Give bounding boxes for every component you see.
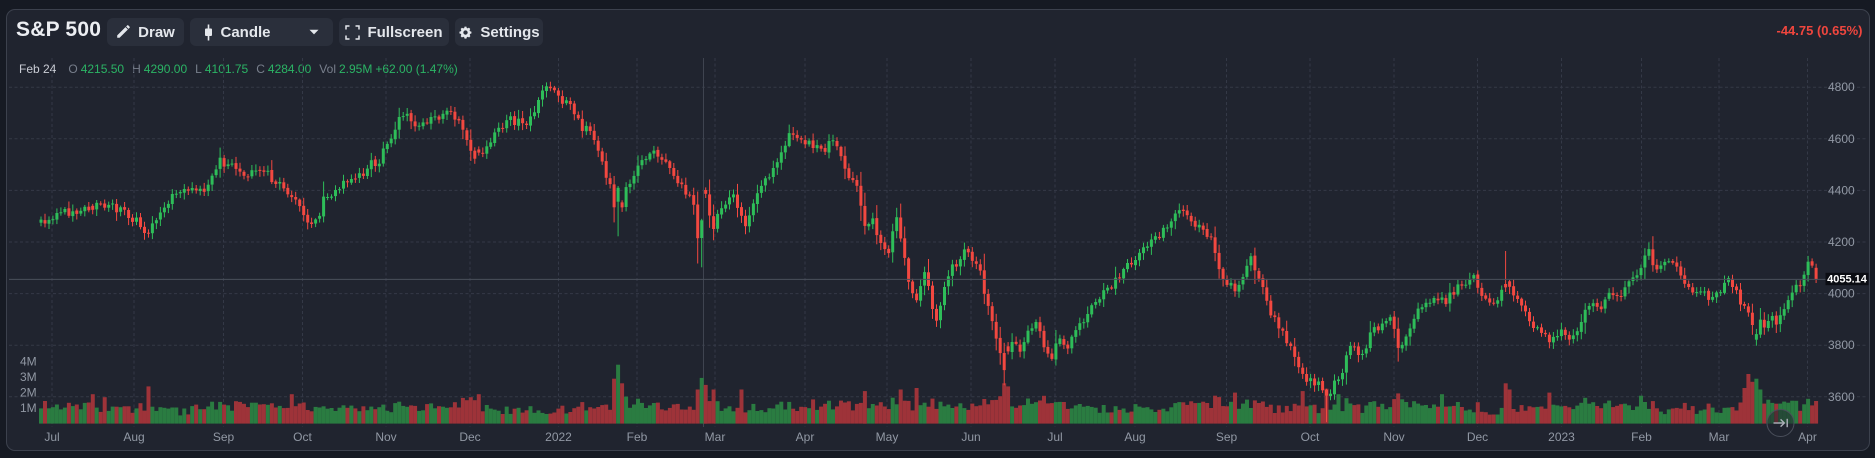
svg-text:4000: 4000	[1828, 287, 1855, 301]
svg-text:Oct: Oct	[293, 430, 312, 444]
svg-text:Dec: Dec	[459, 430, 480, 444]
svg-text:Aug: Aug	[123, 430, 144, 444]
svg-text:3M: 3M	[20, 370, 37, 384]
svg-text:Mar: Mar	[705, 430, 726, 444]
svg-text:Apr: Apr	[796, 430, 815, 444]
svg-text:Sep: Sep	[213, 430, 235, 444]
svg-text:May: May	[876, 430, 899, 444]
svg-text:Mar: Mar	[1709, 430, 1730, 444]
svg-text:Jul: Jul	[1047, 430, 1062, 444]
svg-text:4055.14: 4055.14	[1827, 273, 1868, 285]
svg-text:2022: 2022	[545, 430, 572, 444]
svg-text:4400: 4400	[1828, 183, 1855, 197]
svg-text:Nov: Nov	[1383, 430, 1404, 444]
svg-text:Oct: Oct	[1301, 430, 1320, 444]
svg-text:Aug: Aug	[1124, 430, 1145, 444]
svg-text:Sep: Sep	[1216, 430, 1238, 444]
svg-text:Jun: Jun	[961, 430, 980, 444]
svg-text:2023: 2023	[1548, 430, 1575, 444]
svg-text:Feb: Feb	[1631, 430, 1652, 444]
svg-text:Nov: Nov	[375, 430, 396, 444]
svg-text:Jul: Jul	[44, 430, 59, 444]
svg-text:Apr: Apr	[1798, 430, 1817, 444]
svg-text:Dec: Dec	[1467, 430, 1488, 444]
svg-text:2M: 2M	[20, 386, 37, 400]
svg-text:4600: 4600	[1828, 132, 1855, 146]
svg-text:Feb: Feb	[627, 430, 648, 444]
svg-text:3600: 3600	[1828, 390, 1855, 404]
svg-text:3800: 3800	[1828, 338, 1855, 352]
svg-text:1M: 1M	[20, 401, 37, 415]
svg-text:4M: 4M	[20, 355, 37, 369]
svg-text:4800: 4800	[1828, 80, 1855, 94]
svg-text:4200: 4200	[1828, 235, 1855, 249]
